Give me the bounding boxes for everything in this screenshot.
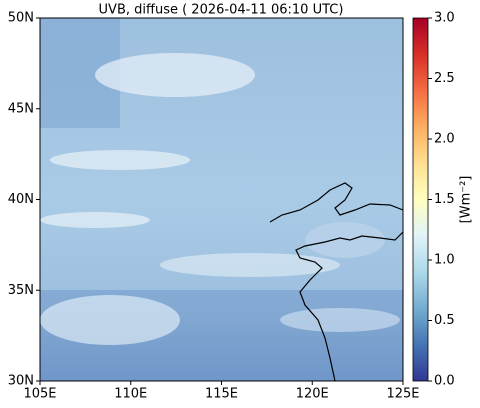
map-title: UVB, diffuse ( 2026-04-11 06:10 UTC) (99, 3, 344, 18)
x-tick-label: 110E (114, 387, 147, 402)
y-tick-label: 35N (8, 283, 34, 298)
colorbar-label: [Wm⁻²] (459, 176, 474, 224)
x-tick-label: 115E (205, 387, 238, 402)
colorbar-tick-label: 0.0 (434, 374, 455, 389)
x-tick-label: 105E (23, 387, 56, 402)
colorbar-tick-label: 2.0 (434, 132, 455, 147)
colorbar-tick-label: 1.5 (434, 192, 455, 207)
y-tick-label: 45N (8, 101, 34, 116)
y-tick-label: 40N (8, 192, 34, 207)
colorbar (412, 17, 429, 382)
colorbar-tick-label: 0.5 (434, 313, 455, 328)
colorbar-tick-label: 1.0 (434, 253, 455, 268)
x-tick-label: 120E (296, 387, 329, 402)
x-tick-label: 125E (386, 387, 419, 402)
map-field (40, 18, 403, 381)
y-tick-label: 30N (8, 374, 34, 389)
y-tick-label: 50N (8, 11, 34, 26)
colorbar-tick-label: 3.0 (434, 11, 455, 26)
colorbar-tick-label: 2.5 (434, 71, 455, 86)
